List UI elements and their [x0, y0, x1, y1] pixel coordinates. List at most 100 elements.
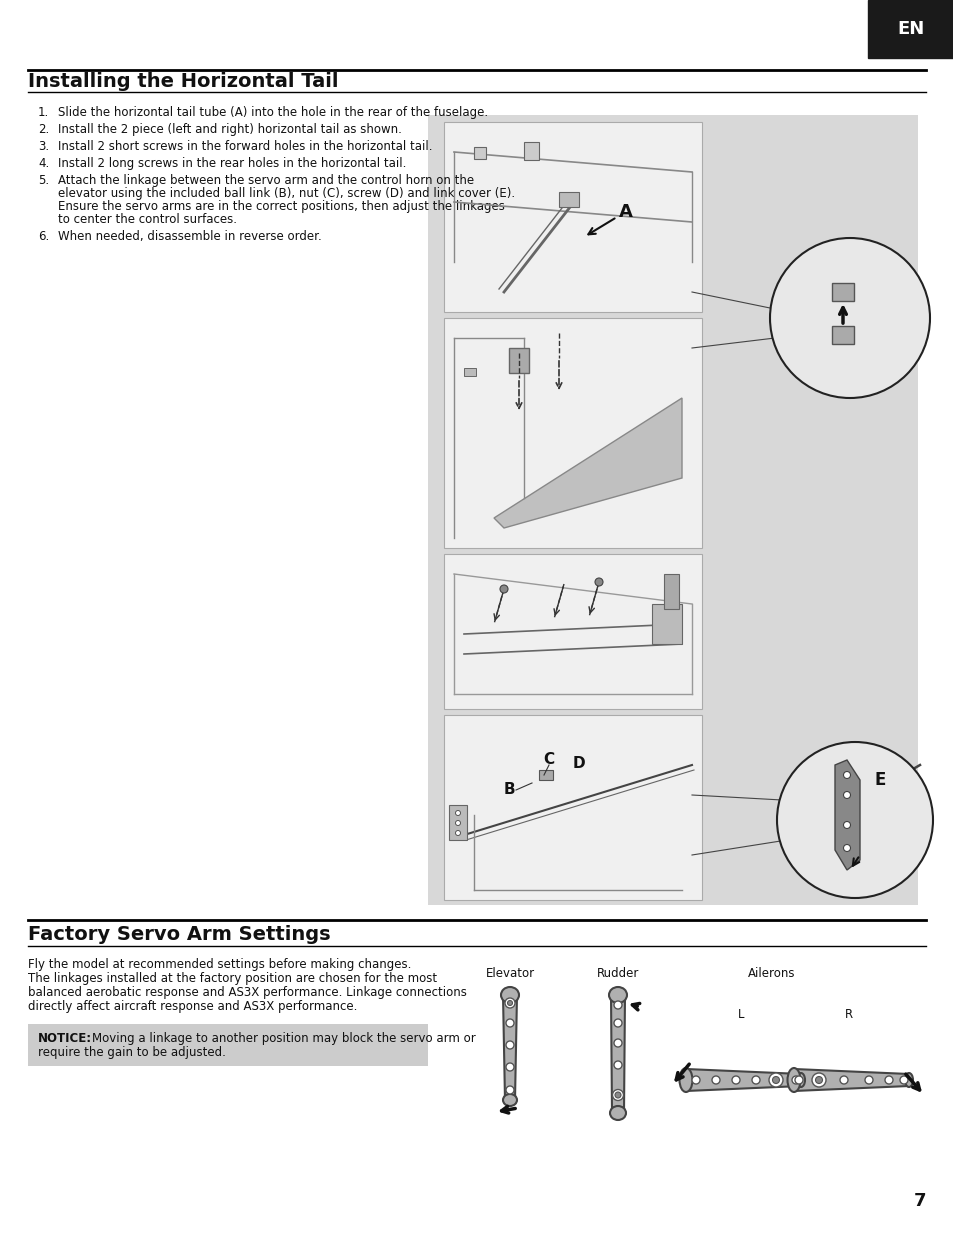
Text: Install the 2 piece (left and right) horizontal tail as shown.: Install the 2 piece (left and right) hor… — [58, 124, 401, 136]
Polygon shape — [793, 1070, 908, 1091]
Ellipse shape — [786, 1068, 800, 1092]
Bar — [831, 326, 853, 345]
Text: EN: EN — [897, 20, 923, 38]
Circle shape — [794, 1076, 802, 1084]
Text: E: E — [873, 771, 884, 789]
Circle shape — [751, 1076, 760, 1084]
Bar — [651, 604, 681, 643]
Circle shape — [815, 1077, 821, 1083]
Text: L: L — [737, 1009, 743, 1021]
Circle shape — [505, 1086, 514, 1094]
Text: Install 2 long screws in the rear holes in the horizontal tail.: Install 2 long screws in the rear holes … — [58, 157, 406, 170]
Circle shape — [842, 821, 850, 829]
Circle shape — [455, 830, 460, 836]
Ellipse shape — [679, 1068, 692, 1092]
Circle shape — [842, 772, 850, 778]
Text: elevator using the included ball link (​B​), nut (​C​), screw (​D​) and link cov: elevator using the included ball link (​… — [58, 186, 515, 200]
Ellipse shape — [904, 1073, 912, 1087]
Bar — [449, 805, 467, 840]
Bar — [428, 115, 917, 905]
Text: Factory Servo Arm Settings: Factory Servo Arm Settings — [28, 925, 331, 944]
Text: When needed, disassemble in reverse order.: When needed, disassemble in reverse orde… — [58, 230, 321, 243]
Circle shape — [505, 1063, 514, 1071]
Bar — [558, 191, 578, 207]
Text: directly affect aircraft response and AS3X performance.: directly affect aircraft response and AS… — [28, 1000, 357, 1013]
Circle shape — [614, 1002, 621, 1009]
Ellipse shape — [502, 1094, 517, 1107]
Bar — [443, 317, 701, 548]
Text: Installing the Horizontal Tail: Installing the Horizontal Tail — [28, 72, 338, 91]
Circle shape — [614, 1019, 621, 1028]
Text: A: A — [618, 203, 632, 221]
Ellipse shape — [500, 987, 518, 1003]
Circle shape — [711, 1076, 720, 1084]
Circle shape — [840, 1076, 847, 1084]
Circle shape — [811, 1073, 825, 1087]
Ellipse shape — [796, 1073, 804, 1087]
Circle shape — [499, 585, 507, 593]
Text: Ensure the servo arms are in the correct positions, then adjust the linkages: Ensure the servo arms are in the correct… — [58, 200, 504, 212]
Text: 6.: 6. — [38, 230, 50, 243]
Circle shape — [615, 1092, 620, 1098]
Bar — [474, 147, 485, 159]
Bar — [523, 142, 538, 161]
Circle shape — [842, 845, 850, 851]
Circle shape — [769, 238, 929, 398]
Circle shape — [505, 1019, 514, 1028]
Bar — [831, 283, 853, 301]
Bar — [509, 348, 529, 373]
Circle shape — [691, 1076, 700, 1084]
Circle shape — [884, 1076, 892, 1084]
Circle shape — [507, 1000, 512, 1005]
Circle shape — [455, 820, 460, 825]
Polygon shape — [494, 398, 681, 529]
Text: The linkages installed at the factory position are chosen for the most: The linkages installed at the factory po… — [28, 972, 436, 986]
Bar — [443, 715, 701, 900]
Circle shape — [772, 1077, 779, 1083]
Text: Elevator: Elevator — [485, 967, 534, 981]
Circle shape — [768, 1073, 782, 1087]
Polygon shape — [502, 995, 517, 1100]
Polygon shape — [610, 995, 624, 1113]
Text: Rudder: Rudder — [597, 967, 639, 981]
Text: 2.: 2. — [38, 124, 50, 136]
Polygon shape — [834, 760, 859, 869]
Circle shape — [614, 1039, 621, 1047]
Bar — [28, 1024, 428, 1066]
Text: Ailerons: Ailerons — [747, 967, 795, 981]
Ellipse shape — [609, 1107, 625, 1120]
Bar — [538, 769, 553, 781]
Text: B: B — [502, 783, 515, 798]
Text: 3.: 3. — [38, 140, 49, 153]
Circle shape — [842, 792, 850, 799]
Text: to center the control surfaces.: to center the control surfaces. — [58, 212, 236, 226]
Circle shape — [455, 810, 460, 815]
Text: R: R — [844, 1009, 852, 1021]
Bar — [867, 0, 953, 58]
Text: Fly the model at recommended settings before making changes.: Fly the model at recommended settings be… — [28, 958, 411, 971]
Bar — [443, 555, 701, 709]
Circle shape — [595, 578, 602, 585]
Circle shape — [776, 742, 932, 898]
Circle shape — [791, 1076, 800, 1084]
Circle shape — [504, 998, 515, 1008]
Circle shape — [505, 1041, 514, 1049]
Text: balanced aerobatic response and AS3X performance. Linkage connections: balanced aerobatic response and AS3X per… — [28, 986, 466, 999]
Text: D: D — [572, 756, 585, 771]
Bar — [663, 574, 679, 609]
Text: Install 2 short screws in the forward holes in the horizontal tail.: Install 2 short screws in the forward ho… — [58, 140, 432, 153]
Polygon shape — [685, 1070, 801, 1091]
Bar — [443, 122, 701, 312]
Text: Attach the linkage between the servo arm and the control horn on the: Attach the linkage between the servo arm… — [58, 174, 474, 186]
Circle shape — [731, 1076, 740, 1084]
Text: require the gain to be adjusted.: require the gain to be adjusted. — [38, 1046, 226, 1058]
Ellipse shape — [608, 987, 626, 1003]
Text: Moving a linkage to another position may block the servo arm or: Moving a linkage to another position may… — [91, 1032, 476, 1045]
Text: C: C — [543, 752, 554, 767]
Circle shape — [899, 1076, 907, 1084]
Text: 4.: 4. — [38, 157, 50, 170]
Circle shape — [864, 1076, 872, 1084]
Bar — [463, 368, 476, 375]
Text: 5.: 5. — [38, 174, 49, 186]
Text: 1.: 1. — [38, 106, 50, 119]
